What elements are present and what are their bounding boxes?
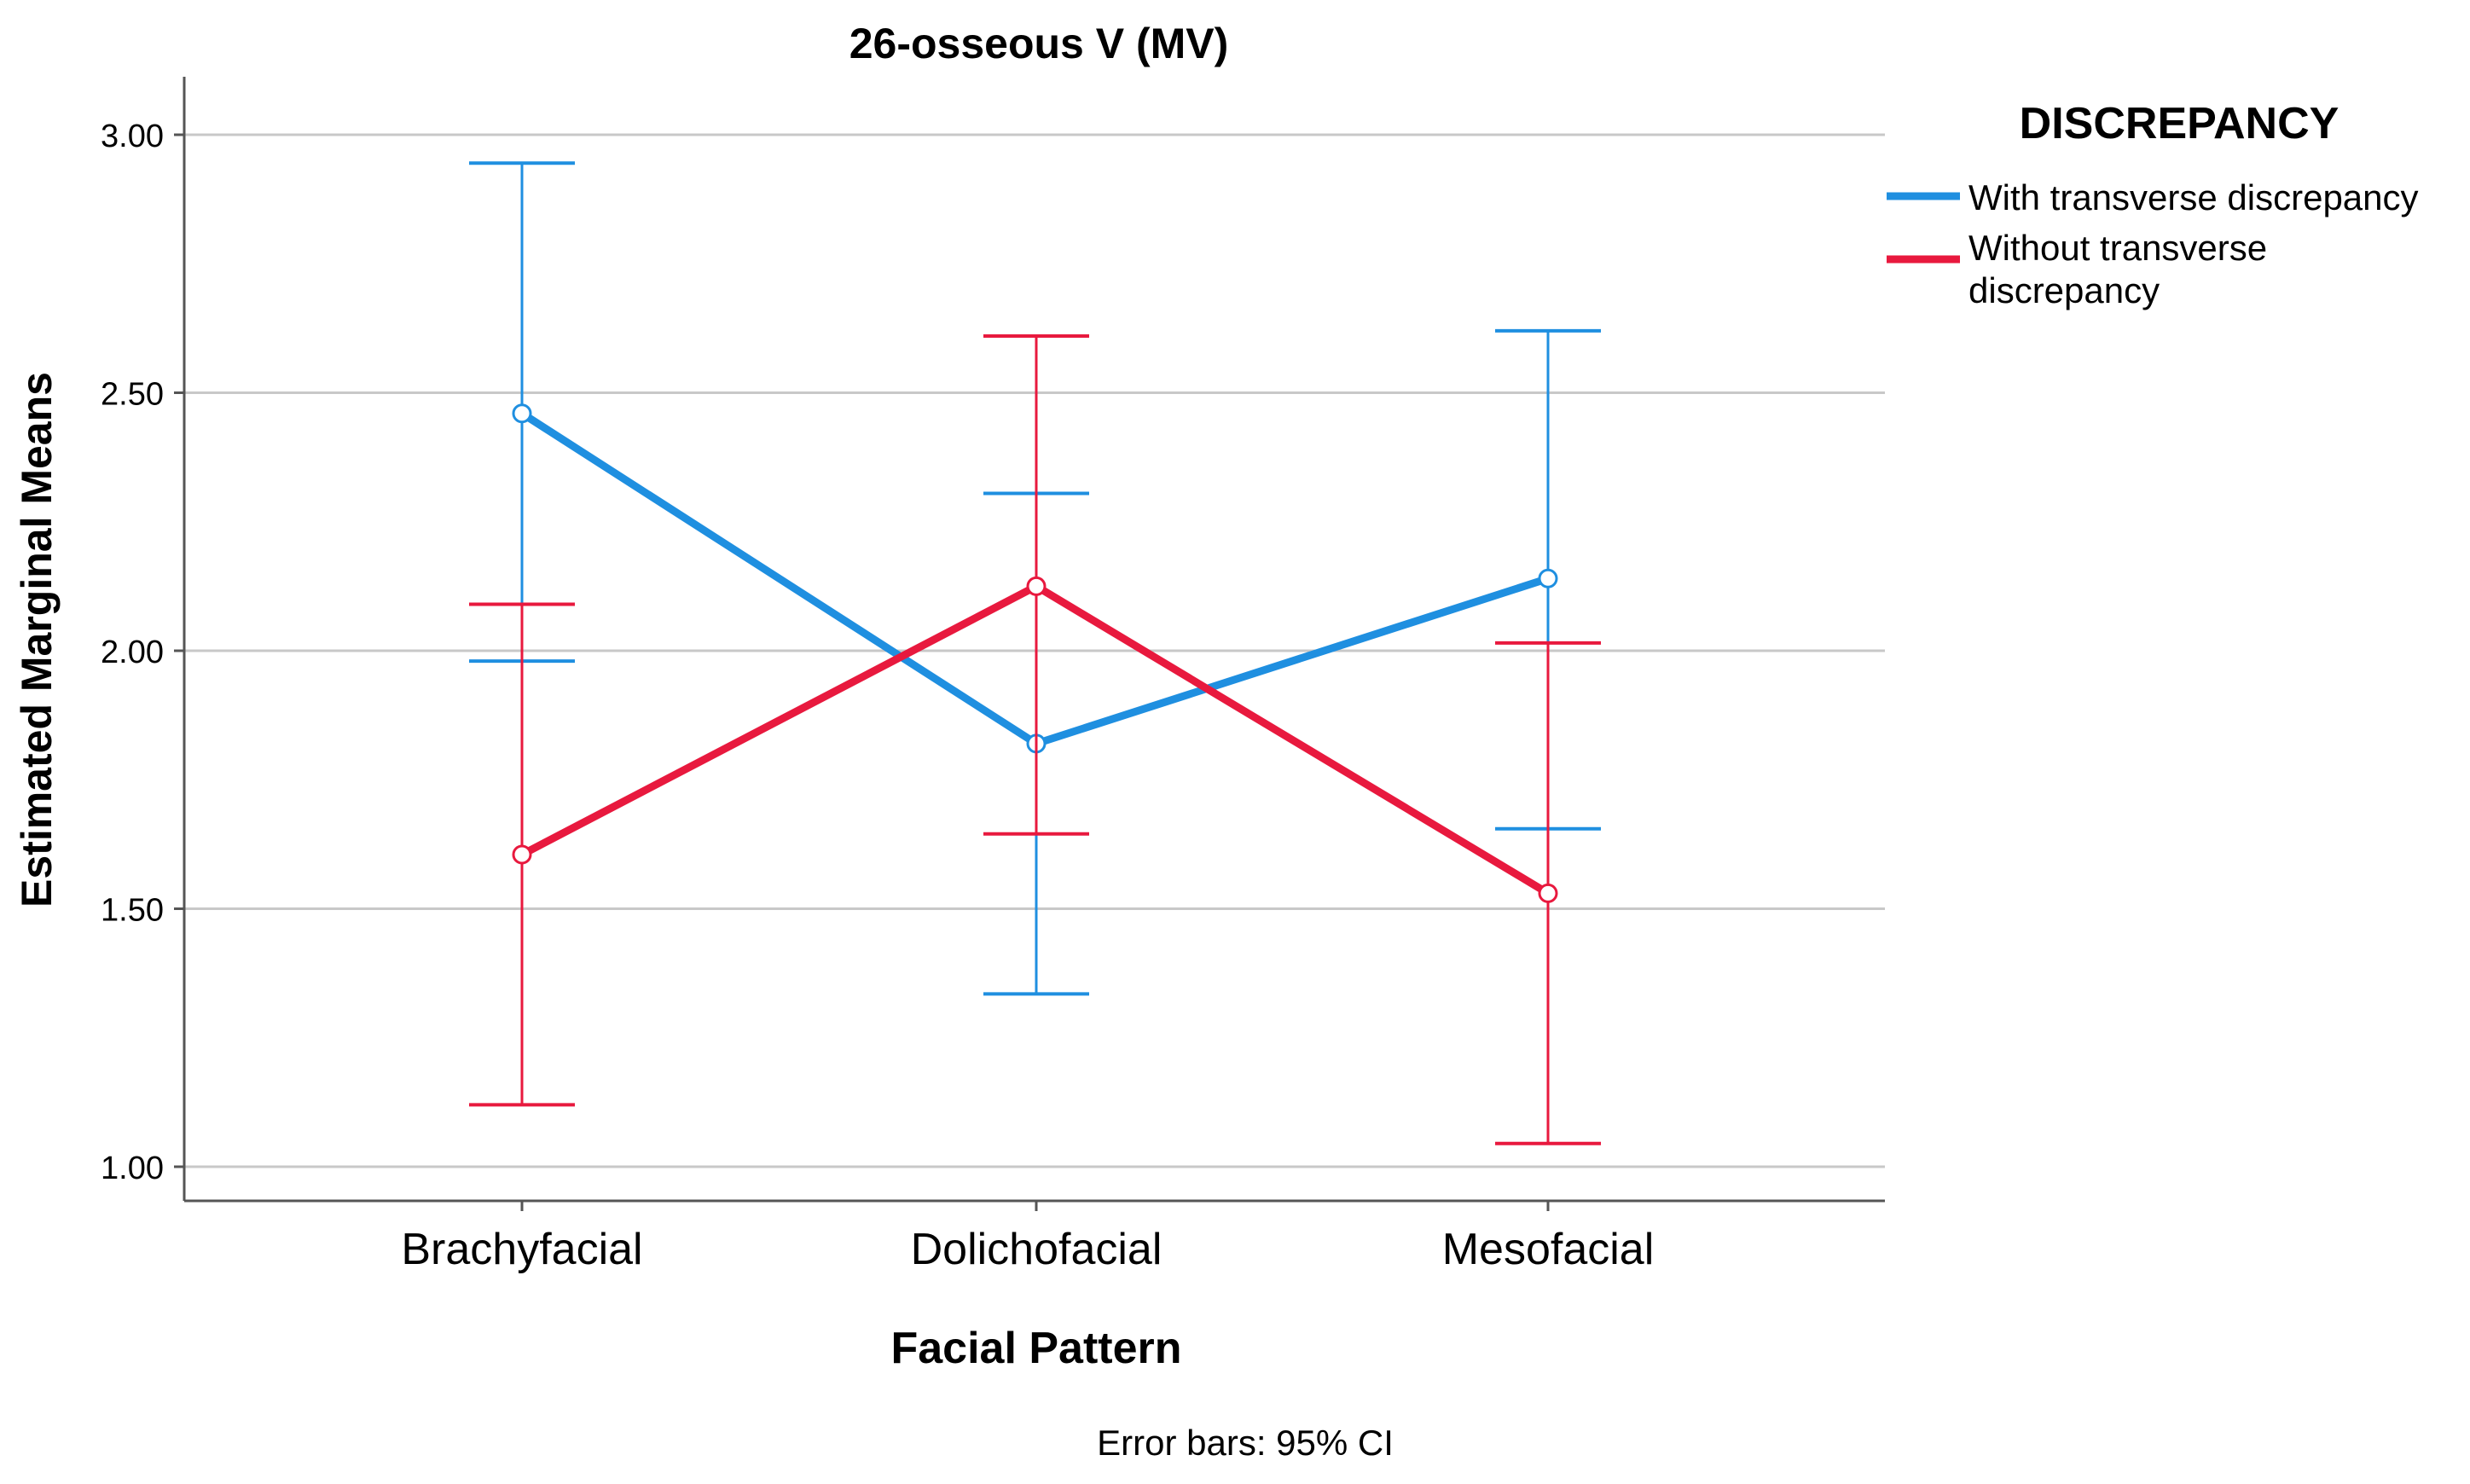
legend-label-without-line1: Without transverse [1968, 228, 2267, 268]
x-axis-categories: Brachyfacial Dolichofacial Mesofacial [401, 1201, 1654, 1274]
y-tick-label: 1.00 [101, 1151, 164, 1186]
legend-label-without-line2: discrepancy [1968, 270, 2160, 310]
y-tick-label: 3.00 [101, 119, 164, 154]
data-point [1538, 568, 1558, 588]
series-1 [469, 333, 1601, 1145]
y-tick-label: 2.50 [101, 377, 164, 413]
x-tick-label: Mesofacial [1442, 1225, 1655, 1274]
legend: With transverse discrepancy Without tran… [1887, 177, 2419, 310]
y-tick-label: 2.00 [101, 635, 164, 670]
data-point [512, 403, 532, 424]
y-axis-ticks: 1.00 1.50 2.00 2.50 3.00 [101, 119, 184, 1186]
series-layer [469, 161, 1601, 1145]
data-point [1538, 883, 1558, 903]
data-point [512, 844, 532, 865]
x-tick-label: Brachyfacial [401, 1225, 642, 1274]
x-tick-label: Dolichofacial [911, 1225, 1163, 1274]
error-bar-note: Error bars: 95% CI [1097, 1423, 1394, 1463]
x-axis-label: Facial Pattern [890, 1324, 1181, 1373]
y-axis-label: Estimated Marginal Means [13, 372, 61, 907]
gridlines [184, 133, 1885, 1168]
chart-title: 26-osseous V (MV) [849, 20, 1229, 67]
legend-label-with: With transverse discrepancy [1968, 177, 2419, 217]
legend-title: DISCREPANCY [2020, 99, 2340, 148]
y-tick-label: 1.50 [101, 893, 164, 929]
data-point [1026, 576, 1047, 596]
